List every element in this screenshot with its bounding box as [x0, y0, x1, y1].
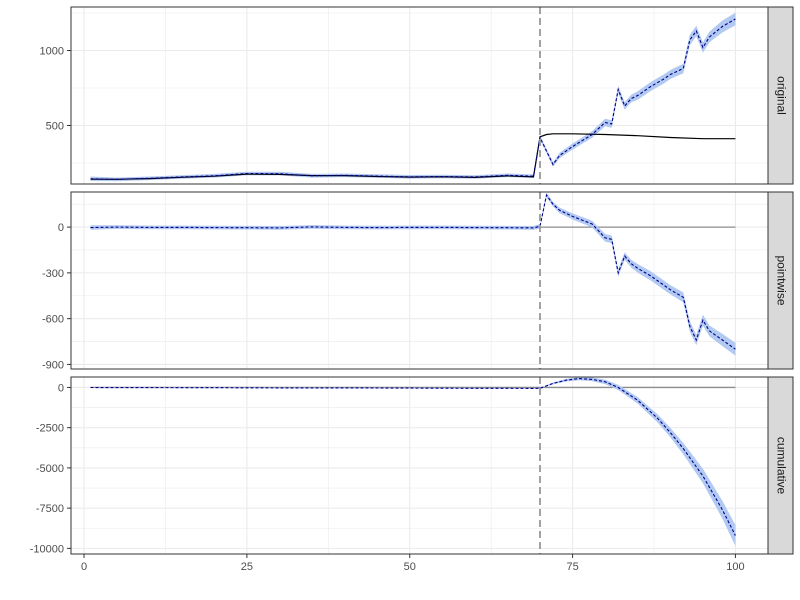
- strip-label-original: original: [774, 76, 788, 115]
- panel-original: 500 1000 original: [40, 6, 794, 185]
- y-tick-label: 500: [46, 121, 64, 133]
- strip-label-pointwise: pointwise: [774, 255, 788, 305]
- y-tick-label: -300: [42, 268, 64, 280]
- y-tick-label: -2500: [36, 423, 64, 435]
- panel-pointwise: -900 -600 -300 0 pointwise: [42, 191, 794, 371]
- y-tick-label: 1000: [40, 46, 64, 58]
- strip-label-cumulative: cumulative: [774, 437, 788, 495]
- panel-background: [71, 377, 768, 554]
- strip-background: [767, 191, 794, 370]
- x-tick-label: 50: [404, 561, 416, 573]
- panel-background: [71, 7, 768, 184]
- observed-line: [90, 133, 736, 180]
- x-tick-label: 25: [241, 561, 253, 573]
- strip-background: [767, 376, 794, 555]
- x-tick-label: 75: [566, 561, 578, 573]
- x-axis: 0 25 50 75 100: [81, 554, 745, 573]
- y-tick-label: -600: [42, 314, 64, 326]
- y-tick-label: -7500: [36, 503, 64, 515]
- predicted-line: [90, 378, 736, 536]
- x-tick-label: 0: [81, 561, 87, 573]
- y-tick-label: 0: [58, 222, 64, 234]
- y-tick-label: -5000: [36, 463, 64, 475]
- y-tick-label: 0: [58, 382, 64, 394]
- y-tick-label: -10000: [30, 543, 64, 555]
- predicted-line: [90, 193, 736, 350]
- x-tick-label: 100: [726, 561, 744, 573]
- strip-background: [767, 6, 794, 185]
- panel-cumulative: -10000 -7500 -5000 -2500 0 cumulative: [30, 376, 794, 555]
- y-tick-label: -900: [42, 359, 64, 371]
